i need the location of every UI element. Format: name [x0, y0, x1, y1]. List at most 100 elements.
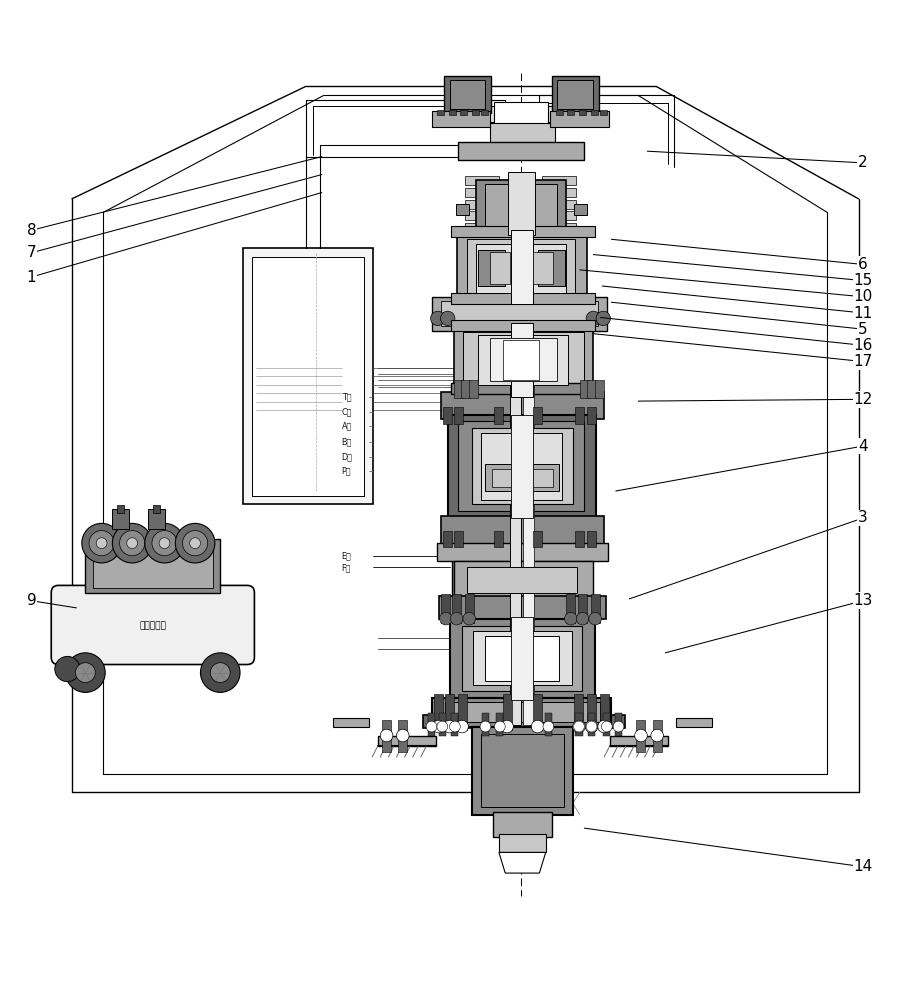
Bar — [454, 380, 463, 398]
Bar — [490, 123, 555, 143]
Circle shape — [586, 721, 597, 732]
Circle shape — [55, 656, 80, 682]
Bar — [452, 594, 461, 623]
Circle shape — [443, 720, 456, 733]
Circle shape — [441, 311, 455, 326]
Circle shape — [601, 721, 612, 732]
Bar — [591, 110, 598, 115]
Circle shape — [456, 720, 468, 733]
Bar — [533, 531, 542, 547]
Circle shape — [96, 538, 107, 549]
Bar — [441, 516, 604, 545]
Circle shape — [480, 721, 491, 732]
Bar — [494, 531, 503, 547]
Bar — [434, 694, 443, 730]
Bar — [448, 415, 596, 518]
Circle shape — [450, 612, 463, 625]
Bar — [542, 211, 576, 220]
Circle shape — [120, 531, 145, 556]
Bar — [485, 636, 559, 681]
Circle shape — [463, 612, 476, 625]
Circle shape — [574, 721, 584, 732]
Text: C腔: C腔 — [342, 407, 352, 416]
Bar — [112, 509, 129, 529]
Text: 2: 2 — [859, 155, 868, 170]
Bar — [465, 594, 474, 623]
Bar — [451, 383, 595, 394]
Circle shape — [127, 538, 138, 549]
Bar — [445, 694, 454, 730]
Bar — [449, 110, 456, 115]
Circle shape — [589, 612, 601, 625]
Bar — [462, 626, 582, 691]
Bar — [577, 388, 588, 720]
Text: 9: 9 — [27, 593, 36, 608]
Bar — [93, 545, 213, 588]
Bar — [587, 694, 596, 730]
Bar — [382, 720, 391, 752]
Circle shape — [145, 523, 184, 563]
Bar — [457, 235, 587, 302]
Bar — [378, 736, 436, 746]
Bar — [511, 617, 533, 700]
Bar — [454, 407, 463, 424]
Bar — [575, 713, 583, 736]
Bar — [591, 594, 600, 623]
Circle shape — [396, 729, 409, 742]
Bar — [508, 172, 535, 235]
Bar — [523, 383, 534, 725]
Circle shape — [450, 721, 460, 732]
Bar — [490, 252, 510, 284]
Bar — [579, 110, 586, 115]
Bar — [542, 223, 576, 232]
Text: 空气压缩机: 空气压缩机 — [139, 621, 166, 630]
Bar — [465, 188, 499, 197]
Circle shape — [200, 653, 240, 692]
Bar — [465, 176, 499, 185]
Text: E腔: E腔 — [342, 551, 352, 560]
Circle shape — [182, 531, 208, 556]
Bar — [494, 102, 548, 127]
Bar — [636, 720, 645, 752]
Circle shape — [501, 720, 513, 733]
Bar — [451, 293, 595, 304]
Bar — [432, 297, 607, 331]
Bar — [575, 407, 584, 424]
Bar — [600, 694, 609, 730]
Circle shape — [112, 523, 152, 563]
Bar — [600, 110, 607, 115]
Text: 15: 15 — [853, 273, 873, 288]
Circle shape — [440, 612, 452, 625]
Bar — [437, 110, 444, 115]
Circle shape — [596, 311, 610, 326]
Bar — [588, 713, 595, 736]
Bar — [467, 239, 575, 298]
Bar — [441, 594, 450, 623]
Circle shape — [426, 721, 437, 732]
Bar — [550, 111, 609, 127]
Bar — [450, 619, 595, 698]
Bar — [653, 720, 662, 752]
Circle shape — [585, 720, 598, 733]
Bar — [452, 383, 470, 725]
Text: 3: 3 — [859, 510, 868, 525]
FancyBboxPatch shape — [51, 585, 254, 665]
Circle shape — [586, 311, 601, 326]
Bar — [542, 176, 576, 185]
Text: 12: 12 — [853, 392, 873, 407]
Bar — [676, 718, 712, 727]
Text: 13: 13 — [853, 593, 873, 608]
Bar — [580, 380, 589, 398]
Circle shape — [431, 311, 445, 326]
Bar — [454, 561, 593, 599]
Bar — [454, 531, 463, 547]
Bar — [432, 698, 611, 727]
Text: P口: P口 — [342, 467, 352, 476]
Bar — [476, 180, 566, 232]
Bar — [439, 596, 606, 619]
Bar — [478, 250, 505, 286]
Circle shape — [635, 729, 647, 742]
Bar — [575, 531, 584, 547]
Bar — [472, 727, 573, 815]
Bar — [615, 713, 622, 736]
